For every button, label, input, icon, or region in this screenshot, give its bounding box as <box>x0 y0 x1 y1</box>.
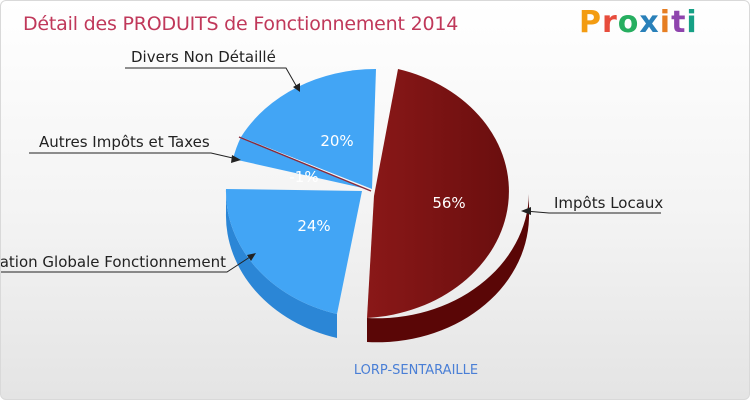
logo-letter: i <box>659 5 672 40</box>
arrow-head-impots-locaux <box>521 207 531 215</box>
arrow-head-dotation <box>247 253 256 261</box>
pct-label-dotation-globale: 24% <box>297 217 330 235</box>
arrow-head-autres-impots <box>231 155 241 163</box>
category-label-autres-impots: Autres Impôts et Taxes <box>39 133 210 151</box>
slice-separator <box>238 136 372 192</box>
pct-label-divers-non-detaille: 20% <box>320 132 353 150</box>
logo-letter: x <box>639 5 660 40</box>
slice-impots-locaux <box>367 69 509 318</box>
slice-dotation-globale <box>225 189 362 314</box>
leader-line-dotation <box>1 254 254 273</box>
logo-letter: P <box>579 5 602 40</box>
leader-line-autres-impots <box>29 152 238 160</box>
pct-label-autres-impots: -1% <box>289 168 318 186</box>
chart-subtitle: LORP-SENTARAILLE <box>353 363 479 378</box>
logo-letter: t <box>671 5 687 40</box>
leader-line-divers <box>125 67 299 90</box>
leader-line-impots-locaux <box>524 210 661 214</box>
slice-side-dotation <box>225 189 337 338</box>
logo-letter: o <box>617 5 640 40</box>
category-label-impots-locaux: Impôts Locaux <box>554 194 663 212</box>
slice-side-impots-locaux <box>367 194 529 343</box>
category-label-divers-non-detaille: Divers Non Détaillé <box>131 48 276 66</box>
logo-letter: r <box>602 5 618 40</box>
category-label-dotation-globale: Dotation Globale Fonctionnement <box>1 253 226 271</box>
logo-letter: i <box>686 5 698 40</box>
slice-divers-non-detaille <box>241 68 376 189</box>
proxiti-logo: Proxiti <box>579 5 698 40</box>
pct-label-impots-locaux: 56% <box>432 194 465 212</box>
chart-title: Détail des PRODUITS de Fonctionnement 20… <box>23 13 459 35</box>
arrow-head-divers <box>293 83 300 92</box>
